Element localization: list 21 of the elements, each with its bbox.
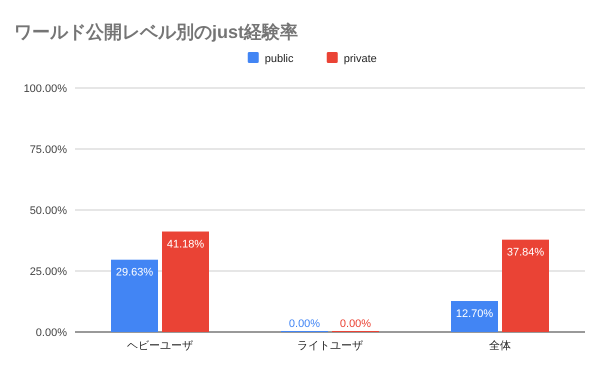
bar xyxy=(502,240,549,332)
y-tick-label: 50.00% xyxy=(30,205,68,217)
legend-label: private xyxy=(344,53,377,65)
data-label: 29.63% xyxy=(116,266,154,279)
bar xyxy=(111,260,158,332)
y-tick-label: 75.00% xyxy=(30,144,68,156)
bar xyxy=(162,232,209,332)
x-tick-label: 全体 xyxy=(489,340,511,352)
x-tick-label: ライトユーザ xyxy=(297,340,363,352)
data-label: 37.84% xyxy=(506,246,544,259)
data-label: 0.00% xyxy=(340,318,372,330)
chart-title: ワールド公開レベル別のjust経験率 xyxy=(14,22,298,42)
y-tick-label: 25.00% xyxy=(30,266,68,278)
y-tick-label: 0.00% xyxy=(36,327,68,339)
legend-label: public xyxy=(264,53,294,65)
y-tick-label: 100.00% xyxy=(24,83,68,95)
data-label: 41.18% xyxy=(166,238,204,251)
bar xyxy=(451,301,498,332)
x-tick-label: ヘビーユーザ xyxy=(127,340,193,352)
data-label: 0.00% xyxy=(288,318,320,330)
data-label: 12.70% xyxy=(456,308,494,320)
